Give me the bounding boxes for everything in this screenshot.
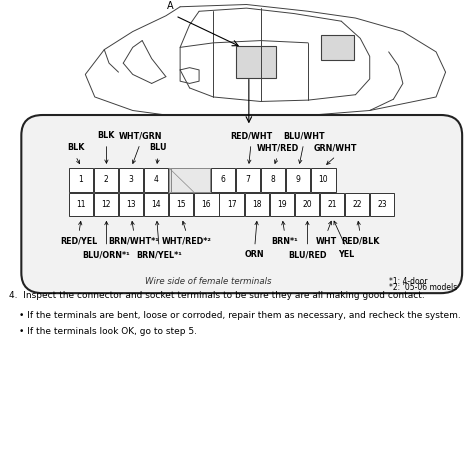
Text: RED/BLK: RED/BLK <box>341 237 379 246</box>
Text: 17: 17 <box>227 200 237 209</box>
Text: 2: 2 <box>103 175 109 184</box>
FancyBboxPatch shape <box>21 115 462 293</box>
Text: 1: 1 <box>78 175 83 184</box>
Text: 18: 18 <box>252 200 262 209</box>
FancyBboxPatch shape <box>119 168 143 192</box>
FancyBboxPatch shape <box>94 168 118 192</box>
Text: • If the terminals look OK, go to step 5.: • If the terminals look OK, go to step 5… <box>19 327 197 336</box>
Text: 16: 16 <box>201 200 211 209</box>
FancyBboxPatch shape <box>171 168 210 192</box>
Text: BLK: BLK <box>98 131 115 140</box>
FancyBboxPatch shape <box>144 168 168 192</box>
Text: • If the terminals are bent, loose or corroded, repair them as necessary, and re: • If the terminals are bent, loose or co… <box>19 311 461 320</box>
FancyBboxPatch shape <box>194 193 219 216</box>
Text: RED/YEL: RED/YEL <box>60 237 98 246</box>
FancyBboxPatch shape <box>311 168 336 192</box>
Text: 6: 6 <box>220 175 226 184</box>
Text: BRN/WHT*¹: BRN/WHT*¹ <box>109 237 159 246</box>
FancyBboxPatch shape <box>295 193 319 216</box>
Text: Wire side of female terminals: Wire side of female terminals <box>146 277 272 286</box>
Text: 19: 19 <box>277 200 287 209</box>
FancyBboxPatch shape <box>219 193 244 216</box>
FancyBboxPatch shape <box>211 168 235 192</box>
FancyBboxPatch shape <box>261 168 285 192</box>
FancyBboxPatch shape <box>370 193 394 216</box>
Text: 23: 23 <box>377 200 387 209</box>
Text: BRN/YEL*¹: BRN/YEL*¹ <box>136 250 182 259</box>
FancyBboxPatch shape <box>236 168 260 192</box>
Text: 9: 9 <box>296 175 301 184</box>
Text: 4: 4 <box>154 175 159 184</box>
Text: BLU: BLU <box>149 143 167 152</box>
FancyBboxPatch shape <box>169 168 193 192</box>
FancyBboxPatch shape <box>245 193 269 216</box>
Text: 8: 8 <box>271 175 276 184</box>
Text: YEL: YEL <box>337 250 354 259</box>
Text: *1: 4-door: *1: 4-door <box>389 277 427 286</box>
FancyBboxPatch shape <box>169 193 193 216</box>
Text: RED/WHT: RED/WHT <box>230 131 272 140</box>
Text: ORN: ORN <box>245 250 264 259</box>
FancyBboxPatch shape <box>345 193 369 216</box>
Text: 21: 21 <box>327 200 337 209</box>
Text: 7: 7 <box>246 175 251 184</box>
Text: 10: 10 <box>319 175 328 184</box>
Text: 12: 12 <box>101 200 111 209</box>
Text: WHT/RED: WHT/RED <box>256 143 299 152</box>
Text: 14: 14 <box>151 200 161 209</box>
FancyBboxPatch shape <box>69 193 93 216</box>
Text: A: A <box>167 1 174 11</box>
FancyBboxPatch shape <box>119 193 143 216</box>
Text: BLU/ORN*¹: BLU/ORN*¹ <box>82 250 130 259</box>
FancyBboxPatch shape <box>286 168 310 192</box>
Text: 20: 20 <box>302 200 312 209</box>
Text: BRN*¹: BRN*¹ <box>271 237 298 246</box>
FancyBboxPatch shape <box>236 46 276 78</box>
Text: BLU/WHT: BLU/WHT <box>283 131 324 140</box>
FancyBboxPatch shape <box>320 193 344 216</box>
Text: BLK: BLK <box>67 143 84 152</box>
Text: BLU/RED: BLU/RED <box>288 250 327 259</box>
Text: 22: 22 <box>352 200 362 209</box>
Text: 11: 11 <box>76 200 86 209</box>
Text: WHT: WHT <box>316 237 337 246</box>
Text: 4.  Inspect the connector and socket terminals to be sure they are all making go: 4. Inspect the connector and socket term… <box>9 291 425 300</box>
FancyBboxPatch shape <box>94 193 118 216</box>
Text: *2: ’05-06 models: *2: ’05-06 models <box>389 283 457 292</box>
FancyBboxPatch shape <box>321 35 354 60</box>
FancyBboxPatch shape <box>69 168 93 192</box>
FancyBboxPatch shape <box>270 193 294 216</box>
FancyBboxPatch shape <box>144 193 168 216</box>
Text: WHT/RED*²: WHT/RED*² <box>162 237 211 246</box>
Text: 15: 15 <box>176 200 186 209</box>
Text: GRN/WHT: GRN/WHT <box>314 143 357 152</box>
Text: 3: 3 <box>128 175 134 184</box>
Text: WHT/GRN: WHT/GRN <box>118 131 162 140</box>
Text: 13: 13 <box>126 200 136 209</box>
